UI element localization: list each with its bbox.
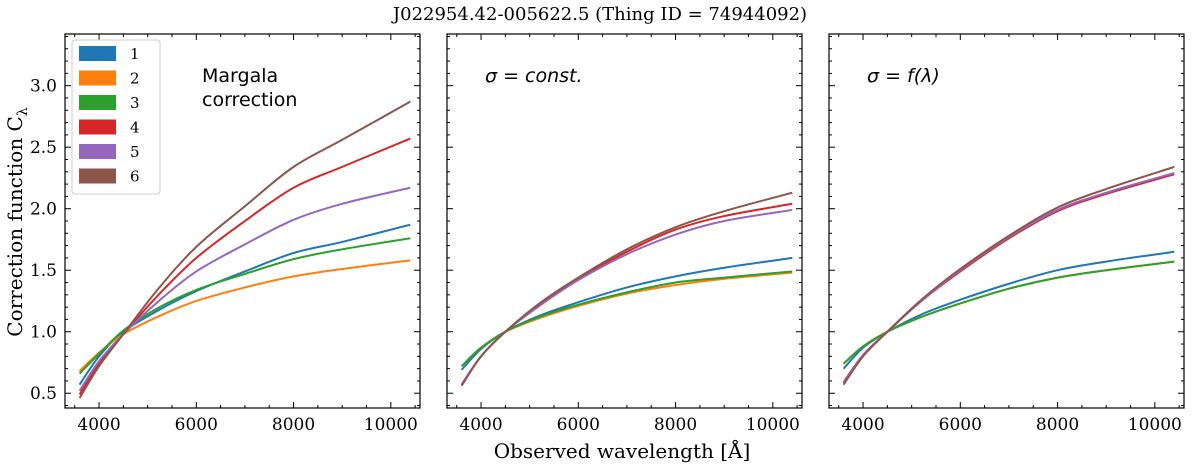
x-tick-label: 8000 bbox=[272, 415, 315, 435]
series-1-line bbox=[842, 250, 1175, 370]
y-axis-label-text: Correction function C bbox=[3, 116, 27, 337]
x-tick-label: 10000 bbox=[746, 415, 800, 435]
y-tick-label: 2.0 bbox=[30, 200, 57, 220]
y-tick-label: 3.0 bbox=[30, 77, 57, 97]
legend-swatch-2 bbox=[79, 70, 116, 86]
y-axis-label-subscript: λ bbox=[15, 107, 31, 116]
legend-swatch-1 bbox=[79, 46, 116, 61]
series-1-line bbox=[460, 256, 793, 371]
legend-label-3: 3 bbox=[130, 94, 140, 112]
legend-label-1: 1 bbox=[130, 45, 140, 63]
panel-1: 4000 6000 8000 10000 0.5 1.0 1.5 2.0 2.5 3.0 Marga… bbox=[30, 33, 421, 435]
x-tick-label: 4000 bbox=[459, 415, 502, 435]
legend-label-6: 6 bbox=[130, 168, 140, 186]
panel-annotation: correction bbox=[202, 89, 297, 111]
series-6-line bbox=[842, 165, 1175, 386]
panel-2: 4000 6000 8000 10000 σ = const. bbox=[446, 33, 803, 435]
legend-swatch-4 bbox=[79, 119, 116, 135]
y-tick-label: 1.5 bbox=[30, 261, 57, 281]
series-3-line bbox=[78, 237, 411, 375]
legend-swatch-3 bbox=[79, 95, 116, 110]
series-4-line bbox=[78, 137, 411, 396]
series-2-line bbox=[78, 259, 411, 372]
x-tick-label: 4000 bbox=[841, 415, 884, 435]
suptitle: J022954.42-005622.5 (Thing ID = 74944092… bbox=[391, 4, 807, 25]
series-4-line bbox=[842, 173, 1175, 383]
series-5-line bbox=[78, 186, 411, 392]
legend-swatch-5 bbox=[79, 144, 116, 159]
legend-label-2: 2 bbox=[130, 70, 140, 88]
y-tick-label: 2.5 bbox=[30, 138, 57, 158]
legend: 1 2 3 4 5 6 bbox=[71, 39, 161, 195]
panel-annotation: Margala bbox=[202, 65, 278, 87]
series-3-line bbox=[842, 260, 1175, 365]
y-tick-label: 0.5 bbox=[30, 384, 57, 404]
legend-label-4: 4 bbox=[130, 119, 140, 137]
x-tick-label: 10000 bbox=[1128, 415, 1182, 435]
series-1-line bbox=[78, 223, 411, 386]
x-tick-label: 6000 bbox=[175, 415, 218, 435]
legend-label-5: 5 bbox=[130, 143, 140, 161]
x-tick-label: 8000 bbox=[654, 415, 697, 435]
x-tick-label: 4000 bbox=[77, 415, 120, 435]
panel-annotation: σ = f(λ) bbox=[867, 65, 940, 87]
series-6-line bbox=[78, 100, 411, 399]
y-tick-label: 1.0 bbox=[30, 323, 57, 343]
series-3-line bbox=[460, 270, 793, 367]
x-tick-label: 10000 bbox=[364, 415, 418, 435]
y-axis-label: Correction function Cλ bbox=[3, 107, 31, 337]
series-5-line bbox=[460, 208, 793, 386]
x-tick-label: 6000 bbox=[939, 415, 982, 435]
axes-frame bbox=[446, 33, 803, 409]
x-axis-label: Observed wavelength [Å] bbox=[494, 438, 751, 463]
panel-annotation: σ = const. bbox=[485, 65, 583, 87]
series-6-line bbox=[460, 191, 793, 387]
x-tick-label: 6000 bbox=[557, 415, 600, 435]
x-tick-label: 8000 bbox=[1036, 415, 1079, 435]
panels: 4000 6000 8000 10000 0.5 1.0 1.5 2.0 2.5 3.0 Marga… bbox=[30, 33, 1185, 435]
series-5-line bbox=[842, 172, 1175, 384]
axes-frame bbox=[828, 33, 1185, 409]
legend-swatch-6 bbox=[79, 168, 116, 184]
panel-3: 4000 6000 8000 10000 σ = f(λ) bbox=[828, 33, 1185, 435]
series-2-line bbox=[842, 260, 1175, 365]
axes-frame bbox=[64, 33, 421, 409]
